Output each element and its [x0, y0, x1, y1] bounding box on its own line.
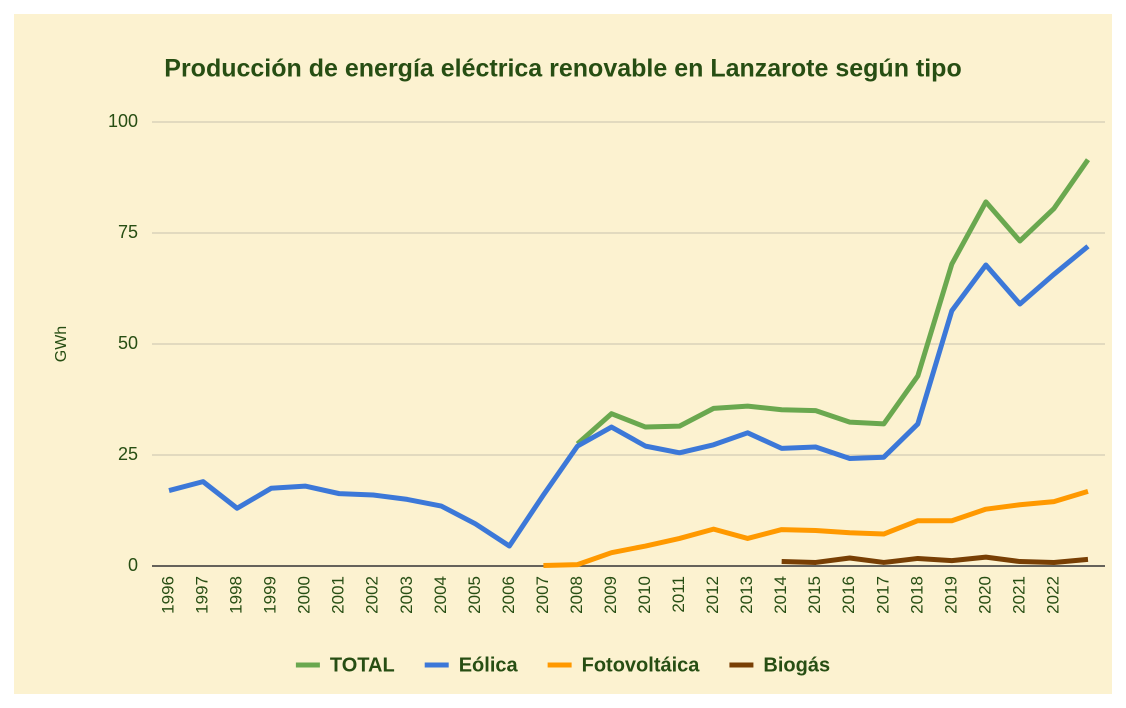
x-tick-label: 2002: [363, 576, 382, 614]
x-tick-label: 1998: [227, 576, 246, 614]
x-tick-label: 2019: [941, 576, 960, 614]
y-tick-label: 25: [118, 444, 138, 464]
y-tick-label: 100: [108, 111, 138, 131]
y-axis-label: GWh: [53, 326, 70, 362]
series-line: [781, 554, 1089, 565]
legend-label: Biogás: [763, 654, 830, 676]
legend-label: Eólica: [459, 654, 519, 676]
x-tick-label: 2004: [431, 576, 450, 614]
x-tick-label: 2011: [669, 576, 688, 613]
x-tick-label: 2022: [1043, 576, 1062, 614]
y-tick-label: 0: [128, 555, 138, 575]
x-tick-label: 2013: [737, 576, 756, 614]
x-tick-label: 2000: [295, 576, 314, 614]
x-tick-label: 2009: [601, 576, 620, 614]
series-line: [168, 244, 1090, 549]
series-line: [543, 489, 1089, 569]
x-tick-label: 2007: [533, 576, 552, 614]
series-line: [575, 158, 1091, 446]
x-tick-label: 2001: [329, 576, 348, 614]
y-tick-label: 50: [118, 333, 138, 353]
x-tick-label: 2010: [635, 576, 654, 614]
chart-title: Producción de energía eléctrica renovabl…: [164, 55, 961, 83]
x-tick-label: 2006: [499, 576, 518, 614]
legend-label: TOTAL: [330, 654, 395, 676]
x-tick-label: 2016: [839, 576, 858, 614]
x-tick-label: 1999: [261, 576, 280, 614]
x-tick-label: 2017: [873, 576, 892, 614]
x-tick-label: 2012: [703, 576, 722, 614]
chart-background: [14, 14, 1112, 694]
x-tick-label: 2021: [1009, 576, 1028, 614]
x-tick-label: 2018: [907, 576, 926, 614]
x-tick-label: 2020: [975, 576, 994, 614]
legend-label: Fotovoltáica: [582, 654, 701, 676]
x-tick-label: 2005: [465, 576, 484, 614]
x-tick-label: 2003: [397, 576, 416, 614]
x-tick-label: 2008: [567, 576, 586, 614]
x-tick-label: 1996: [159, 576, 178, 614]
x-tick-label: 2014: [771, 576, 790, 614]
x-tick-label: 2015: [805, 576, 824, 614]
y-tick-label: 75: [118, 222, 138, 242]
x-tick-label: 1997: [193, 576, 212, 614]
